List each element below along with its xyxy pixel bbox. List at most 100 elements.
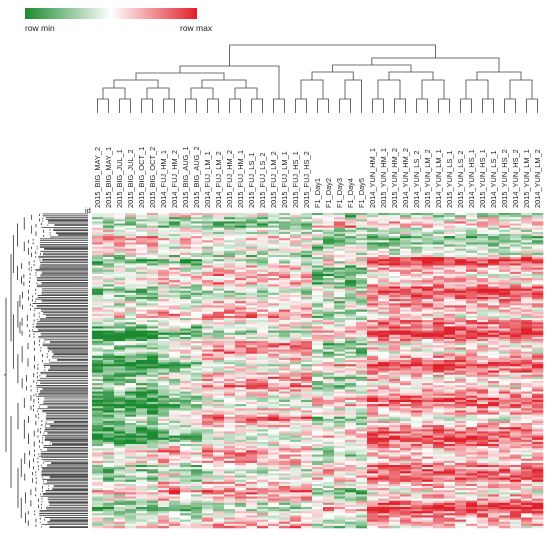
heatmap-cell <box>466 219 478 222</box>
heatmap-cell <box>125 276 137 279</box>
heatmap-cell <box>400 339 412 342</box>
heatmap-cell <box>488 395 500 399</box>
heatmap-cell <box>444 339 456 342</box>
heatmap-cell <box>477 250 489 254</box>
heatmap-cell <box>92 391 104 394</box>
heatmap-cell <box>521 221 533 224</box>
heatmap-cell <box>477 418 489 422</box>
heatmap-cell <box>455 381 467 384</box>
heatmap-cell <box>213 278 225 281</box>
heatmap-cell <box>114 290 126 294</box>
heatmap-cell <box>257 255 269 258</box>
heatmap-cell <box>477 315 489 319</box>
heatmap-cell <box>125 381 137 384</box>
heatmap-cell <box>257 288 269 291</box>
heatmap-cell <box>257 223 269 226</box>
heatmap-cell <box>433 431 445 434</box>
heatmap-cell <box>477 458 489 462</box>
heatmap-cell <box>433 412 445 415</box>
heatmap-cell <box>312 282 324 285</box>
heatmap-cell <box>455 267 467 270</box>
heatmap-cell <box>510 412 522 415</box>
heatmap-cell <box>257 408 269 411</box>
heatmap-cell <box>290 427 302 430</box>
heatmap-cell <box>345 240 357 243</box>
heatmap-cell <box>202 406 214 409</box>
heatmap-cell <box>290 276 302 279</box>
heatmap-cell <box>312 460 324 464</box>
heatmap-cell <box>103 263 115 266</box>
heatmap-cell <box>213 225 225 228</box>
heatmap-cell <box>510 223 522 226</box>
heatmap-cell <box>202 402 214 405</box>
heatmap-cell <box>191 320 203 323</box>
heatmap-cell <box>433 259 445 262</box>
heatmap-cell <box>400 416 412 420</box>
heatmap-cell <box>378 376 390 380</box>
heatmap-cell <box>114 301 126 304</box>
heatmap-cell <box>147 397 159 401</box>
heatmap-cell <box>356 389 368 392</box>
heatmap-cell <box>147 257 159 260</box>
heatmap-cell <box>114 282 126 285</box>
heatmap-cell <box>521 370 533 373</box>
heatmap-cell <box>477 273 489 277</box>
heatmap-cell <box>202 372 214 375</box>
heatmap-cell <box>158 246 170 249</box>
heatmap-cell <box>499 460 511 464</box>
heatmap-cell <box>444 441 456 445</box>
heatmap-cell <box>510 309 522 312</box>
heatmap-cell <box>125 215 137 218</box>
heatmap-cell <box>389 238 401 241</box>
heatmap-cell <box>279 263 291 266</box>
heatmap-cell <box>378 427 390 430</box>
heatmap-cell <box>521 309 533 312</box>
heatmap-cell <box>224 351 236 354</box>
heatmap-cell <box>246 276 258 279</box>
heatmap-cell <box>147 313 159 317</box>
heatmap-cell <box>301 427 313 430</box>
heatmap-cell <box>378 387 390 390</box>
heatmap-cell <box>125 353 137 357</box>
heatmap-cell <box>279 282 291 285</box>
heatmap-cell <box>334 332 346 336</box>
heatmap-cell <box>235 257 247 260</box>
heatmap-cell <box>213 347 225 350</box>
heatmap-cell <box>433 376 445 380</box>
heatmap-cell <box>334 227 346 231</box>
heatmap-cell <box>202 309 214 312</box>
heatmap-cell <box>521 252 533 256</box>
heatmap-cell <box>334 297 346 300</box>
heatmap-cell <box>257 448 269 451</box>
heatmap-cell <box>103 431 115 434</box>
heatmap-cell <box>268 349 280 352</box>
heatmap-cell <box>455 255 467 258</box>
heatmap-cell <box>488 240 500 243</box>
heatmap-cell <box>246 286 258 289</box>
heatmap-cell <box>290 318 302 321</box>
heatmap-cell <box>521 347 533 350</box>
heatmap-cell <box>367 460 379 464</box>
column-label: F1_Day1 <box>313 178 322 208</box>
heatmap-cell <box>103 248 115 252</box>
heatmap-cell <box>257 450 269 453</box>
heatmap-cell <box>169 425 181 428</box>
heatmap-cell <box>312 378 324 382</box>
heatmap-cell <box>136 250 148 254</box>
heatmap-cell <box>147 276 159 279</box>
heatmap-cell <box>345 246 357 249</box>
heatmap-cell <box>400 404 412 407</box>
heatmap-cell <box>268 297 280 300</box>
heatmap-cell <box>224 425 236 428</box>
heatmap-cell <box>378 234 390 237</box>
heatmap-cell <box>532 339 544 342</box>
heatmap-cell <box>389 244 401 247</box>
heatmap-cell <box>477 341 489 344</box>
heatmap-cell <box>114 324 126 327</box>
heatmap-cell <box>466 381 478 384</box>
heatmap-cell <box>521 446 533 449</box>
heatmap-cell <box>114 318 126 321</box>
heatmap-cell <box>246 215 258 218</box>
heatmap-cell <box>246 437 258 441</box>
heatmap-cell <box>136 383 148 386</box>
